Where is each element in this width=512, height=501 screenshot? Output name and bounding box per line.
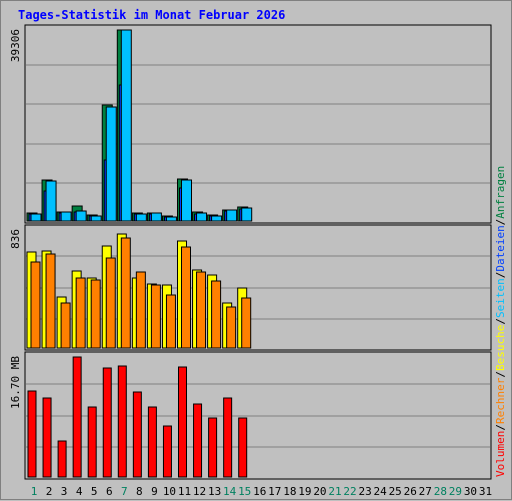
y-axis-max-label-volume: 16.70 MB bbox=[9, 356, 22, 409]
legend-separator: / bbox=[494, 219, 507, 226]
legend-item-seiten: Seiten bbox=[494, 278, 507, 318]
bar-rechner-day-2 bbox=[45, 253, 56, 349]
legend-separator: / bbox=[494, 371, 507, 378]
x-tick-label-day-17: 17 bbox=[268, 485, 281, 498]
x-tick-label-day-19: 19 bbox=[298, 485, 311, 498]
bar-seiten-day-2 bbox=[45, 180, 57, 222]
x-tick-label-day-4: 4 bbox=[76, 485, 83, 498]
bar-seiten-day-8 bbox=[135, 213, 147, 222]
bar-rechner-day-6 bbox=[105, 257, 116, 349]
bar-volumen-day-10 bbox=[162, 425, 172, 478]
bar-volumen-day-5 bbox=[87, 406, 97, 478]
bar-rechner-day-5 bbox=[90, 279, 101, 349]
legend-item-volumen: Volumen bbox=[494, 431, 507, 477]
legend-separator: / bbox=[494, 424, 507, 431]
bar-volumen-day-7 bbox=[117, 365, 127, 478]
bar-rechner-day-15 bbox=[241, 297, 252, 349]
x-tick-label-day-13: 13 bbox=[208, 485, 221, 498]
bar-seiten-day-13 bbox=[211, 215, 223, 222]
x-tick-label-day-5: 5 bbox=[91, 485, 98, 498]
x-tick-label-day-16: 16 bbox=[253, 485, 266, 498]
bar-seiten-day-3 bbox=[60, 211, 72, 222]
bar-rechner-day-10 bbox=[165, 294, 176, 349]
bar-seiten-day-5 bbox=[90, 215, 102, 222]
x-tick-label-day-29: 29 bbox=[449, 485, 462, 498]
bar-rechner-day-12 bbox=[196, 271, 207, 349]
bar-volumen-day-14 bbox=[223, 397, 233, 478]
bar-volumen-day-2 bbox=[42, 397, 52, 478]
bar-seiten-day-15 bbox=[241, 207, 253, 222]
bar-seiten-day-1 bbox=[30, 213, 42, 222]
bar-volumen-day-8 bbox=[132, 391, 142, 478]
x-tick-label-day-14: 14 bbox=[223, 485, 237, 498]
bar-volumen-day-4 bbox=[72, 356, 82, 478]
bar-volumen-day-9 bbox=[147, 406, 157, 478]
x-tick-label-day-23: 23 bbox=[358, 485, 371, 498]
legend-item-rechner: Rechner bbox=[494, 377, 507, 424]
x-tick-label-day-26: 26 bbox=[404, 485, 417, 498]
bar-rechner-day-9 bbox=[150, 284, 161, 349]
bar-rechner-day-4 bbox=[75, 277, 86, 349]
x-tick-label-day-2: 2 bbox=[46, 485, 53, 498]
legend-separator: / bbox=[494, 318, 507, 325]
x-tick-label-day-20: 20 bbox=[313, 485, 326, 498]
bar-seiten-day-7 bbox=[120, 29, 132, 222]
x-tick-label-day-30: 30 bbox=[464, 485, 477, 498]
y-axis-max-label-hits: 39306 bbox=[9, 29, 22, 62]
bar-seiten-day-14 bbox=[226, 209, 238, 222]
chart-title: Tages-Statistik im Monat Februar 2026 bbox=[18, 8, 286, 22]
bar-seiten-day-11 bbox=[181, 179, 192, 222]
x-tick-label-day-9: 9 bbox=[151, 485, 158, 498]
bar-rechner-day-3 bbox=[60, 302, 71, 349]
bar-rechner-day-1 bbox=[30, 261, 41, 349]
y-axis-max-label-visits: 836 bbox=[9, 229, 22, 249]
x-tick-label-day-15: 15 bbox=[238, 485, 251, 498]
legend-separator: / bbox=[494, 272, 507, 279]
bar-rechner-day-7 bbox=[120, 237, 131, 349]
x-tick-label-day-21: 21 bbox=[328, 485, 341, 498]
x-tick-label-day-25: 25 bbox=[389, 485, 402, 498]
x-tick-label-day-28: 28 bbox=[434, 485, 447, 498]
x-tick-label-day-1: 1 bbox=[31, 485, 38, 498]
plot-area-hits bbox=[24, 24, 492, 224]
bar-volumen-day-12 bbox=[193, 403, 203, 478]
x-tick-label-day-6: 6 bbox=[106, 485, 113, 498]
legend-item-besuche: Besuche bbox=[494, 325, 507, 371]
bar-volumen-day-15 bbox=[238, 417, 248, 478]
bar-seiten-day-10 bbox=[165, 216, 177, 222]
bar-seiten-day-12 bbox=[196, 212, 208, 222]
bar-seiten-day-9 bbox=[150, 212, 162, 222]
legend-item-dateien: Dateien bbox=[494, 225, 507, 271]
x-tick-label-day-24: 24 bbox=[374, 485, 388, 498]
bar-rechner-day-14 bbox=[226, 306, 237, 349]
x-tick-label-day-22: 22 bbox=[343, 485, 356, 498]
x-tick-label-day-18: 18 bbox=[283, 485, 296, 498]
x-tick-label-day-27: 27 bbox=[419, 485, 432, 498]
x-tick-label-day-3: 3 bbox=[61, 485, 68, 498]
bar-volumen-day-6 bbox=[102, 367, 112, 478]
bar-volumen-day-3 bbox=[57, 440, 67, 478]
legend: Volumen/Rechner/Besuche/Seiten/Dateien/A… bbox=[494, 166, 507, 477]
bar-rechner-day-8 bbox=[135, 271, 146, 349]
x-tick-label-day-10: 10 bbox=[163, 485, 176, 498]
bar-volumen-day-1 bbox=[27, 390, 37, 478]
x-tick-label-day-12: 12 bbox=[193, 485, 206, 498]
bar-seiten-day-4 bbox=[75, 210, 87, 222]
x-tick-label-day-8: 8 bbox=[136, 485, 143, 498]
bar-rechner-day-13 bbox=[211, 280, 222, 349]
bar-rechner-day-11 bbox=[181, 246, 191, 349]
bar-volumen-day-11 bbox=[178, 366, 187, 478]
legend-item-anfragen: Anfragen bbox=[494, 166, 507, 219]
x-tick-label-day-7: 7 bbox=[121, 485, 128, 498]
x-tick-label-day-11: 11 bbox=[178, 485, 191, 498]
x-tick-label-day-31: 31 bbox=[479, 485, 492, 498]
bar-seiten-day-6 bbox=[105, 106, 117, 222]
bar-volumen-day-13 bbox=[208, 417, 218, 478]
